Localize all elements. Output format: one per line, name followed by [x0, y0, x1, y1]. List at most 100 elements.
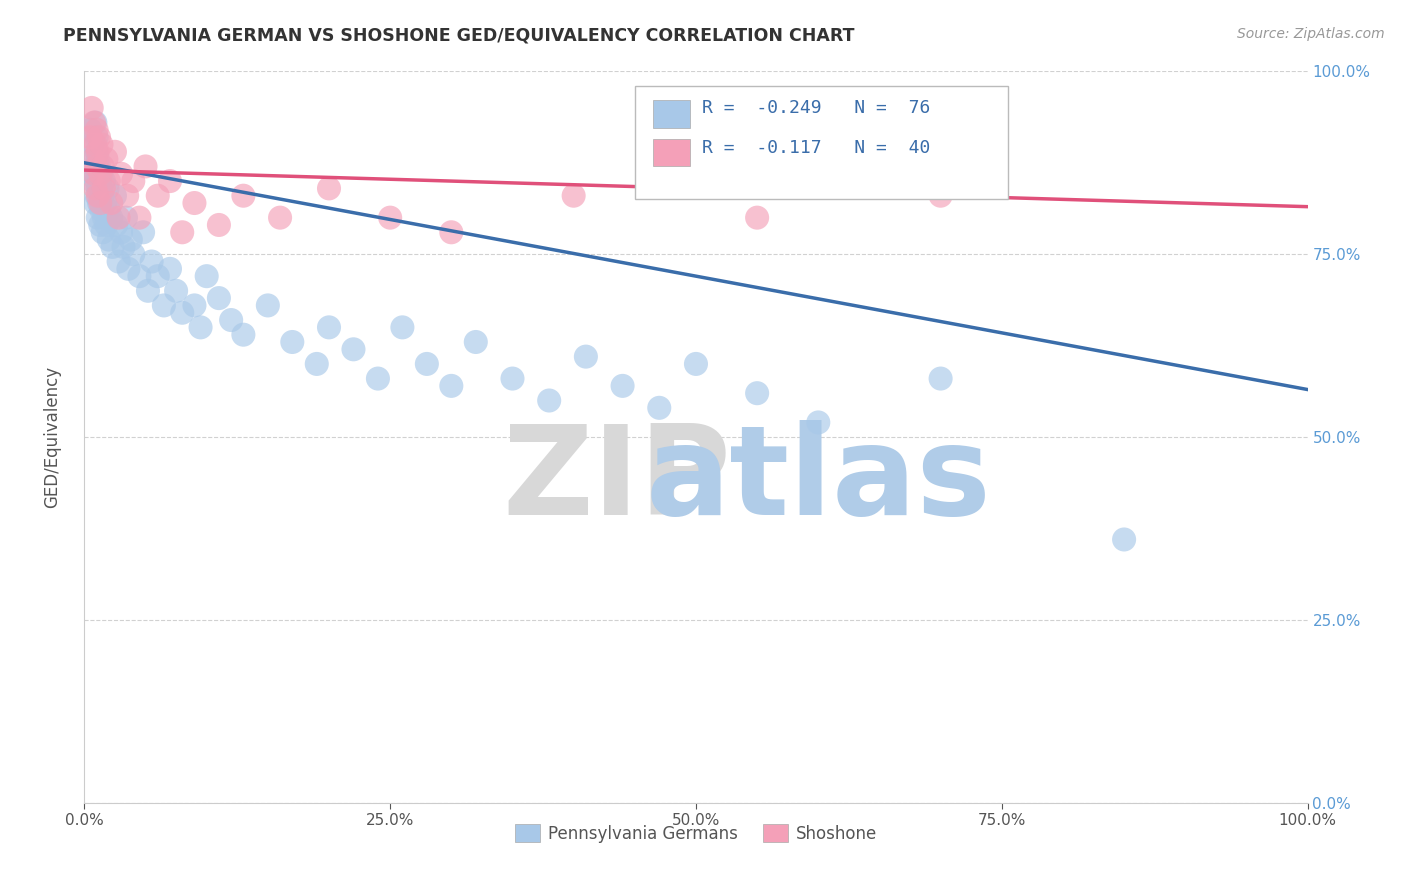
Point — [195, 269, 218, 284]
Point — [84, 160, 107, 174]
Point — [83, 167, 105, 181]
FancyBboxPatch shape — [654, 100, 690, 128]
Point — [153, 298, 176, 312]
Point — [685, 357, 707, 371]
Point — [110, 167, 132, 181]
Point — [929, 188, 952, 202]
FancyBboxPatch shape — [654, 138, 690, 167]
Point — [96, 218, 118, 232]
Point — [117, 261, 139, 276]
Point — [91, 225, 114, 239]
Point — [83, 115, 105, 129]
Point — [159, 261, 181, 276]
Point — [100, 196, 122, 211]
Point — [342, 343, 364, 357]
Point — [136, 284, 159, 298]
Point — [89, 196, 111, 211]
Point — [80, 101, 103, 115]
Point — [612, 379, 634, 393]
Point — [464, 334, 486, 349]
Point — [648, 401, 671, 415]
Text: R =  -0.249   N =  76: R = -0.249 N = 76 — [702, 99, 931, 117]
Point — [269, 211, 291, 225]
Point — [172, 225, 194, 239]
FancyBboxPatch shape — [636, 86, 1008, 200]
Point — [747, 211, 769, 225]
Point — [380, 211, 402, 225]
Text: ZIP: ZIP — [502, 420, 731, 541]
Point — [416, 357, 439, 371]
Point — [807, 416, 830, 430]
Text: PENNSYLVANIA GERMAN VS SHOSHONE GED/EQUIVALENCY CORRELATION CHART: PENNSYLVANIA GERMAN VS SHOSHONE GED/EQUI… — [63, 27, 855, 45]
Point — [232, 188, 254, 202]
Point — [146, 188, 169, 202]
Point — [183, 196, 205, 211]
Text: R =  -0.117   N =  40: R = -0.117 N = 40 — [702, 139, 931, 157]
Point — [305, 357, 328, 371]
Point — [100, 211, 122, 225]
Point — [79, 130, 101, 145]
Point — [107, 254, 129, 268]
Point — [90, 137, 112, 152]
Point — [93, 181, 115, 195]
Point — [1114, 533, 1136, 547]
Point — [104, 145, 127, 159]
Point — [122, 247, 145, 261]
Point — [112, 240, 135, 254]
Point — [79, 123, 101, 137]
Point — [257, 298, 280, 312]
Point — [440, 379, 463, 393]
Point — [93, 211, 115, 225]
Point — [87, 196, 110, 211]
Point — [87, 145, 110, 159]
Point — [83, 137, 105, 152]
Legend: Pennsylvania Germans, Shoshone: Pennsylvania Germans, Shoshone — [508, 818, 884, 849]
Point — [87, 160, 110, 174]
Point — [208, 291, 231, 305]
Point — [82, 152, 104, 166]
Point — [120, 233, 142, 247]
Text: atlas: atlas — [645, 420, 991, 541]
Point — [107, 211, 129, 225]
Point — [87, 130, 110, 145]
Point — [87, 188, 110, 202]
Point — [562, 188, 585, 202]
Point — [165, 284, 187, 298]
Point — [91, 188, 114, 202]
Point — [94, 196, 117, 211]
Point — [122, 174, 145, 188]
Point — [135, 160, 157, 174]
Point — [190, 320, 212, 334]
Point — [141, 254, 163, 268]
Point — [367, 371, 389, 385]
Point — [87, 152, 110, 166]
Point — [93, 174, 115, 188]
Point — [128, 211, 150, 225]
Point — [84, 137, 107, 152]
Y-axis label: GED/Equivalency: GED/Equivalency — [42, 366, 60, 508]
Point — [232, 327, 254, 342]
Point — [132, 225, 155, 239]
Point — [86, 145, 108, 159]
Point — [183, 298, 205, 312]
Point — [96, 152, 118, 166]
Point — [391, 320, 413, 334]
Point — [128, 269, 150, 284]
Point — [97, 233, 120, 247]
Point — [89, 174, 111, 188]
Point — [90, 203, 112, 218]
Point — [84, 115, 107, 129]
Point — [97, 203, 120, 218]
Point — [86, 130, 108, 145]
Point — [208, 218, 231, 232]
Point — [172, 306, 194, 320]
Point — [97, 181, 120, 195]
Text: Source: ZipAtlas.com: Source: ZipAtlas.com — [1237, 27, 1385, 41]
Point — [97, 174, 120, 188]
Point — [83, 167, 105, 181]
Point — [82, 152, 104, 166]
Point — [87, 181, 110, 195]
Point — [86, 160, 108, 174]
Point — [747, 386, 769, 401]
Point — [318, 181, 340, 195]
